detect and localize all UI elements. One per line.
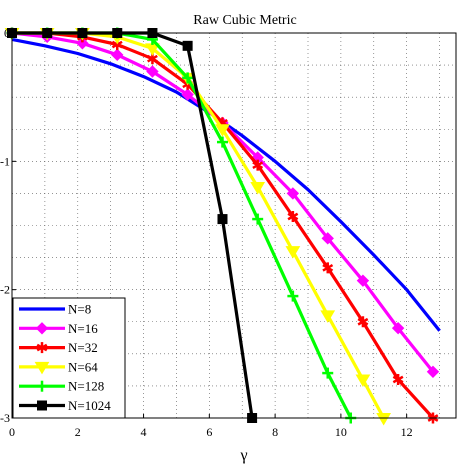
data-point-stroke xyxy=(392,375,404,384)
x-tick-label: 2 xyxy=(75,425,81,439)
data-point xyxy=(34,361,50,375)
data-point xyxy=(252,213,264,225)
x-axis-label: γ xyxy=(239,447,247,464)
data-point-stroke xyxy=(357,317,369,326)
data-point xyxy=(285,246,301,259)
legend-label: N=8 xyxy=(68,302,91,317)
data-point xyxy=(36,380,48,392)
data-point xyxy=(287,211,299,223)
plot-frame xyxy=(11,32,457,419)
data-point xyxy=(111,48,124,62)
grid xyxy=(11,32,456,419)
data-point xyxy=(182,72,194,84)
data-point-stroke xyxy=(36,343,48,352)
data-point xyxy=(286,187,300,200)
data-point xyxy=(322,262,334,274)
data-point xyxy=(36,342,48,354)
data-point-stroke xyxy=(252,161,264,170)
axis-ticks: 0 2 4 6 8 10 12 0 -1 -2 -3 xyxy=(0,26,413,439)
data-point xyxy=(76,37,89,50)
data-point xyxy=(355,374,371,387)
data-point xyxy=(356,274,370,287)
legend-label: N=1024 xyxy=(68,398,111,413)
legend-item: N=32 xyxy=(19,340,98,355)
data-point xyxy=(391,321,405,335)
chart-title: Raw Cubic Metric xyxy=(193,13,296,28)
x-tick-label: 10 xyxy=(335,425,347,439)
data-point xyxy=(322,367,334,379)
legend-box xyxy=(12,297,126,419)
data-point xyxy=(321,232,334,245)
data-point xyxy=(217,214,228,225)
y-tick-label: -1 xyxy=(0,154,10,168)
legend-label: N=16 xyxy=(68,321,98,336)
data-point xyxy=(216,136,228,148)
data-point xyxy=(426,365,440,379)
legend-label: N=128 xyxy=(68,379,104,394)
data-point xyxy=(392,374,404,385)
data-point xyxy=(287,290,299,302)
legend: N=8 N=16 N=32 N=64 N=128 N=1024 xyxy=(12,297,126,419)
y-tick-label: -3 xyxy=(0,411,10,425)
data-point xyxy=(182,40,193,51)
legend-item: N=64 xyxy=(19,359,98,374)
legend-label: N=32 xyxy=(68,340,98,355)
y-tick-label: 0 xyxy=(4,26,10,40)
data-point-stroke xyxy=(322,264,334,272)
data-point-stroke xyxy=(111,40,123,49)
data-point xyxy=(181,88,194,101)
data-point xyxy=(376,413,392,426)
x-tick-label: 6 xyxy=(206,425,212,439)
data-point xyxy=(252,159,264,171)
x-tick-label: 8 xyxy=(272,425,278,439)
data-point xyxy=(357,316,369,328)
legend-item: N=16 xyxy=(19,321,98,336)
data-point xyxy=(250,182,266,195)
data-point xyxy=(35,322,49,335)
data-point xyxy=(37,400,47,411)
legend-item: N=8 xyxy=(19,302,91,317)
data-point xyxy=(146,65,159,78)
x-tick-label: 4 xyxy=(141,425,147,439)
x-tick-label: 0 xyxy=(9,425,15,439)
legend-item: N=1024 xyxy=(19,398,111,413)
data-point xyxy=(215,124,230,137)
data-point-stroke xyxy=(147,54,158,63)
legend-item: N=128 xyxy=(19,379,104,394)
y-tick-label: -2 xyxy=(0,283,10,297)
data-point-stroke xyxy=(287,212,299,221)
x-tick-label: 12 xyxy=(401,425,413,439)
data-point xyxy=(320,310,336,323)
legend-label: N=64 xyxy=(68,359,98,374)
